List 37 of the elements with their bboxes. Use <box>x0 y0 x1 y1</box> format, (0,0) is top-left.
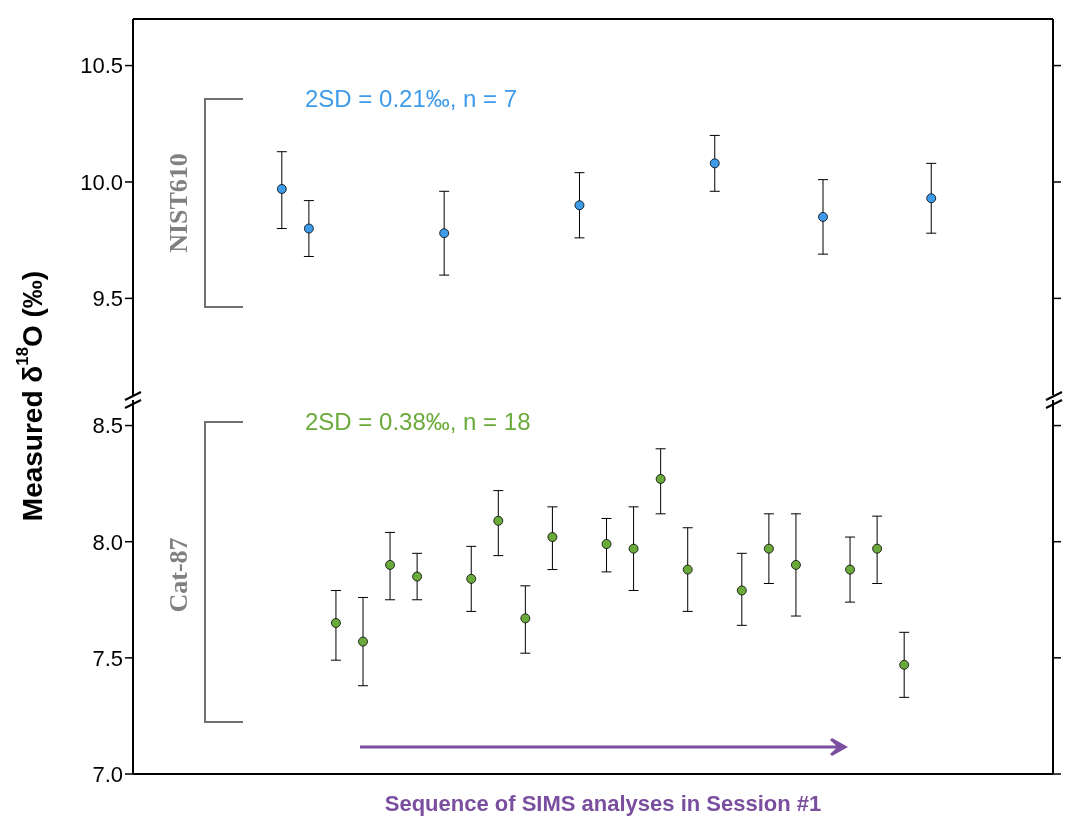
point <box>439 228 450 239</box>
point <box>412 571 423 582</box>
point <box>845 564 855 575</box>
point <box>899 659 910 670</box>
y-tick-label: 8.5 <box>92 413 123 439</box>
point <box>520 613 531 624</box>
y-tick-label: 8.0 <box>92 529 123 555</box>
x-axis-title: Sequence of SIMS analyses in Session #1 <box>384 790 822 816</box>
point <box>628 543 639 554</box>
y-tick-label: 9.5 <box>92 286 123 312</box>
y-tick-label: 7.5 <box>92 645 123 671</box>
annotation: 2SD = 0.21‰, n = 7 <box>305 84 518 112</box>
point <box>303 223 314 234</box>
point <box>331 618 341 628</box>
point <box>736 585 747 596</box>
point <box>655 474 666 484</box>
point <box>547 532 558 542</box>
point <box>601 539 612 549</box>
point <box>818 212 828 222</box>
point <box>872 543 883 554</box>
point <box>709 158 720 169</box>
point <box>385 560 395 570</box>
y-tick-label: 10.0 <box>80 169 123 195</box>
point <box>682 564 693 575</box>
annotation: NIST610 <box>163 153 193 253</box>
y-tick-label: 7.0 <box>92 761 123 787</box>
point <box>466 573 477 584</box>
point <box>791 560 801 570</box>
point <box>276 184 287 194</box>
point <box>358 636 368 647</box>
annotation: 2SD = 0.38‰, n = 18 <box>305 407 531 435</box>
point <box>574 200 585 211</box>
y-tick-label: 10.5 <box>80 53 123 79</box>
point <box>493 515 504 526</box>
point <box>763 543 774 554</box>
annotation: Cat-87 <box>163 537 193 613</box>
point <box>926 193 937 204</box>
